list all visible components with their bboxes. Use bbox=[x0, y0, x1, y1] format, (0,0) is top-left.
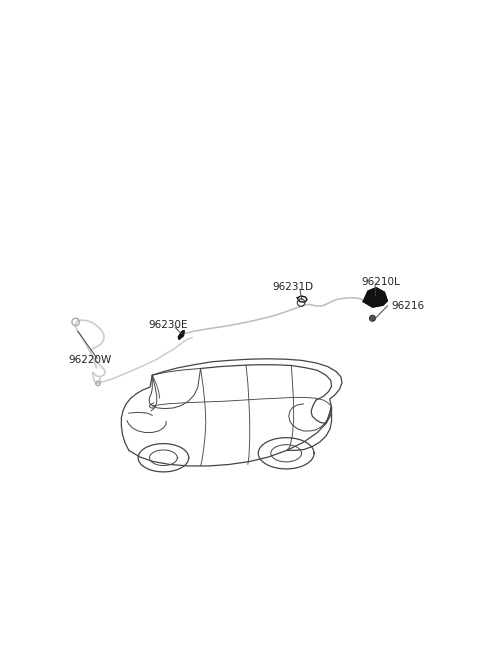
Circle shape bbox=[370, 316, 375, 321]
Text: 96230E: 96230E bbox=[148, 320, 188, 330]
Text: 96210L: 96210L bbox=[361, 277, 400, 287]
Polygon shape bbox=[363, 288, 387, 307]
Text: 96220W: 96220W bbox=[68, 356, 111, 365]
Polygon shape bbox=[178, 331, 184, 339]
Text: 96216: 96216 bbox=[391, 301, 424, 311]
Text: 96231D: 96231D bbox=[272, 282, 313, 293]
